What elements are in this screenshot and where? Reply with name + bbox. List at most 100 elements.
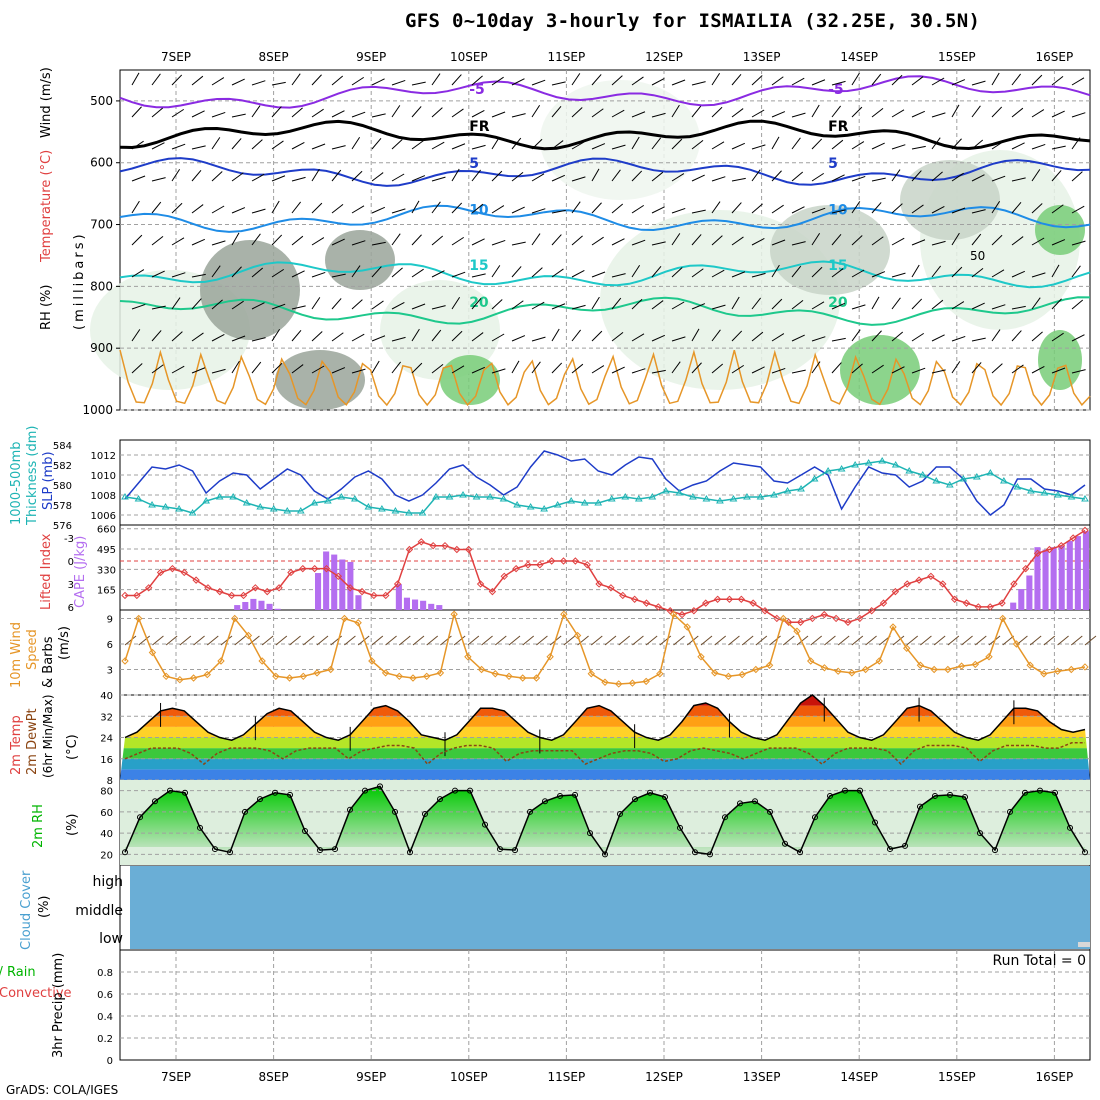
lifted-index-point (216, 587, 224, 596)
cape-bar (1010, 602, 1017, 610)
wind-barb (771, 264, 780, 278)
lifted-index-point (263, 587, 271, 596)
lifted-index-point (346, 584, 354, 592)
wind-barb (426, 635, 439, 646)
rh-shading (440, 355, 500, 405)
cape-bar (1050, 547, 1057, 610)
rh-point (242, 808, 248, 815)
wind-barb (191, 273, 206, 278)
wind-barb (851, 329, 861, 342)
lifted-index-point (773, 614, 781, 623)
wind-barb (491, 136, 500, 150)
wind-barb (131, 106, 142, 118)
ytick-label: 500 (90, 94, 113, 108)
wind-barb (711, 363, 724, 374)
wind-barb (491, 239, 506, 246)
thickness-point (175, 505, 183, 512)
wind-barb (711, 235, 723, 246)
wind-barb (591, 108, 604, 118)
wind-speed-point (162, 672, 170, 681)
rh-shading (900, 160, 1000, 240)
thickness-line (124, 460, 1086, 514)
wind-barb (731, 296, 740, 310)
wind-barb (731, 271, 746, 278)
isotherm-label: 5 (828, 156, 838, 172)
rh-point (482, 821, 488, 828)
rh-point (1082, 849, 1088, 856)
lifted-index-point (559, 557, 568, 565)
wind-barb (248, 635, 260, 646)
wind-barb (771, 333, 785, 342)
wind-barb (673, 635, 685, 646)
wind-speed-point (1053, 667, 1062, 675)
wind-speed-point (834, 667, 842, 675)
wind-barb (631, 170, 643, 182)
wind-barb (811, 79, 826, 86)
wind-barb (211, 205, 225, 214)
wind-barb (831, 139, 844, 150)
wind-barb (1071, 171, 1083, 182)
wind-barb (771, 367, 786, 374)
wind-speed-point (368, 657, 376, 665)
wind-barb (471, 238, 485, 246)
wind-barb (431, 141, 445, 150)
temp-band (120, 737, 1090, 749)
wind-barb (931, 205, 945, 214)
wind-barb (651, 369, 666, 374)
wind-barb (871, 271, 886, 278)
lifted-index-point (607, 584, 615, 592)
wind-barb (385, 635, 397, 646)
wind-barb (481, 635, 493, 646)
wind-speed-point (875, 657, 883, 665)
ytick-label: 600 (90, 156, 113, 170)
date-label: 12SEP (645, 1070, 683, 1084)
wind-barb (691, 303, 706, 310)
wind-barb (131, 234, 143, 246)
wind-barb (865, 635, 877, 646)
wind-barb (651, 77, 665, 86)
thickness-point (378, 505, 386, 512)
wind-speed-point (642, 677, 650, 686)
wind-barb (991, 234, 1003, 246)
thickness-point (702, 495, 711, 502)
cape-bar (436, 605, 443, 610)
lifted-index-point (180, 568, 188, 577)
rh-shading (275, 350, 365, 410)
thickness-point (526, 503, 535, 510)
lifted-index-point (820, 610, 828, 619)
cape-bar (339, 559, 346, 610)
cape-bar (1058, 545, 1065, 610)
wind-barb (571, 73, 581, 86)
wind-barb (431, 201, 441, 214)
wind-barb (391, 139, 403, 150)
wind-speed-point (313, 669, 321, 677)
wind-barb (451, 365, 465, 374)
rh-point (602, 851, 608, 858)
wind-barb (331, 203, 344, 214)
lifted-index-point (879, 599, 888, 607)
rh-point (797, 849, 803, 856)
wind-barb (791, 265, 802, 278)
wind-barb (891, 144, 906, 150)
wind-barb (411, 303, 426, 310)
thickness-point (918, 471, 927, 478)
wind-tick-label: 3 (107, 666, 113, 677)
wind-barb (491, 76, 504, 86)
rh-point (347, 806, 353, 813)
lifted-index-point (571, 557, 580, 565)
thickness-point (1013, 483, 1022, 490)
date-label: 9SEP (356, 50, 386, 64)
lifted-index-point (500, 572, 508, 581)
lifted-index-point (654, 603, 663, 611)
wind-barb (291, 73, 301, 86)
rh-point (917, 803, 923, 810)
wind-barb (851, 635, 864, 646)
wind-barb (991, 140, 1005, 150)
wind-barb (751, 331, 764, 342)
wind-barb (551, 105, 562, 118)
wind-barb (571, 235, 583, 246)
wind-barb (771, 239, 786, 246)
wind-barb (251, 302, 265, 310)
wind-barb (411, 106, 422, 118)
lifted-index-point (832, 614, 840, 623)
